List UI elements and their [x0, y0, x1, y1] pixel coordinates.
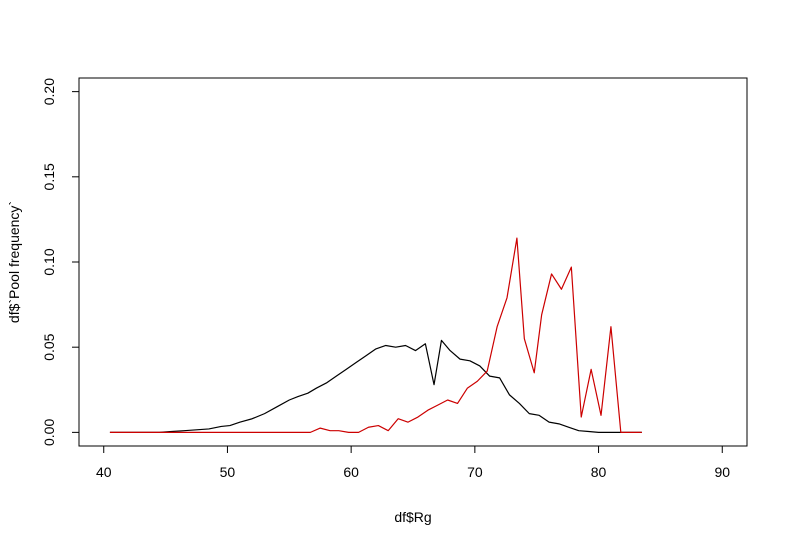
x-tick-label: 60 — [343, 464, 359, 480]
x-tick-label: 40 — [96, 464, 112, 480]
plot-frame — [78, 77, 748, 447]
y-tick-label: 0.15 — [41, 163, 57, 190]
x-axis-label: df$Rg — [394, 509, 431, 525]
y-tick-label: 0.10 — [41, 248, 57, 275]
y-tick-label: 0.00 — [41, 419, 57, 446]
series-line-2 — [109, 237, 642, 433]
series-layer — [109, 237, 642, 433]
x-tick-label: 80 — [591, 464, 607, 480]
series-line-1 — [109, 339, 642, 433]
y-tick-label: 0.05 — [41, 333, 57, 360]
x-tick-label: 90 — [714, 464, 730, 480]
y-axis: 0.00 0.05 0.10 0.15 0.20 — [41, 78, 80, 446]
x-axis: 40 50 60 70 80 90 — [96, 445, 730, 480]
y-axis-label: df$`Pool frequency` — [6, 201, 22, 323]
x-tick-label: 70 — [467, 464, 483, 480]
y-tick-label: 0.20 — [41, 78, 57, 105]
x-tick-label: 50 — [220, 464, 236, 480]
